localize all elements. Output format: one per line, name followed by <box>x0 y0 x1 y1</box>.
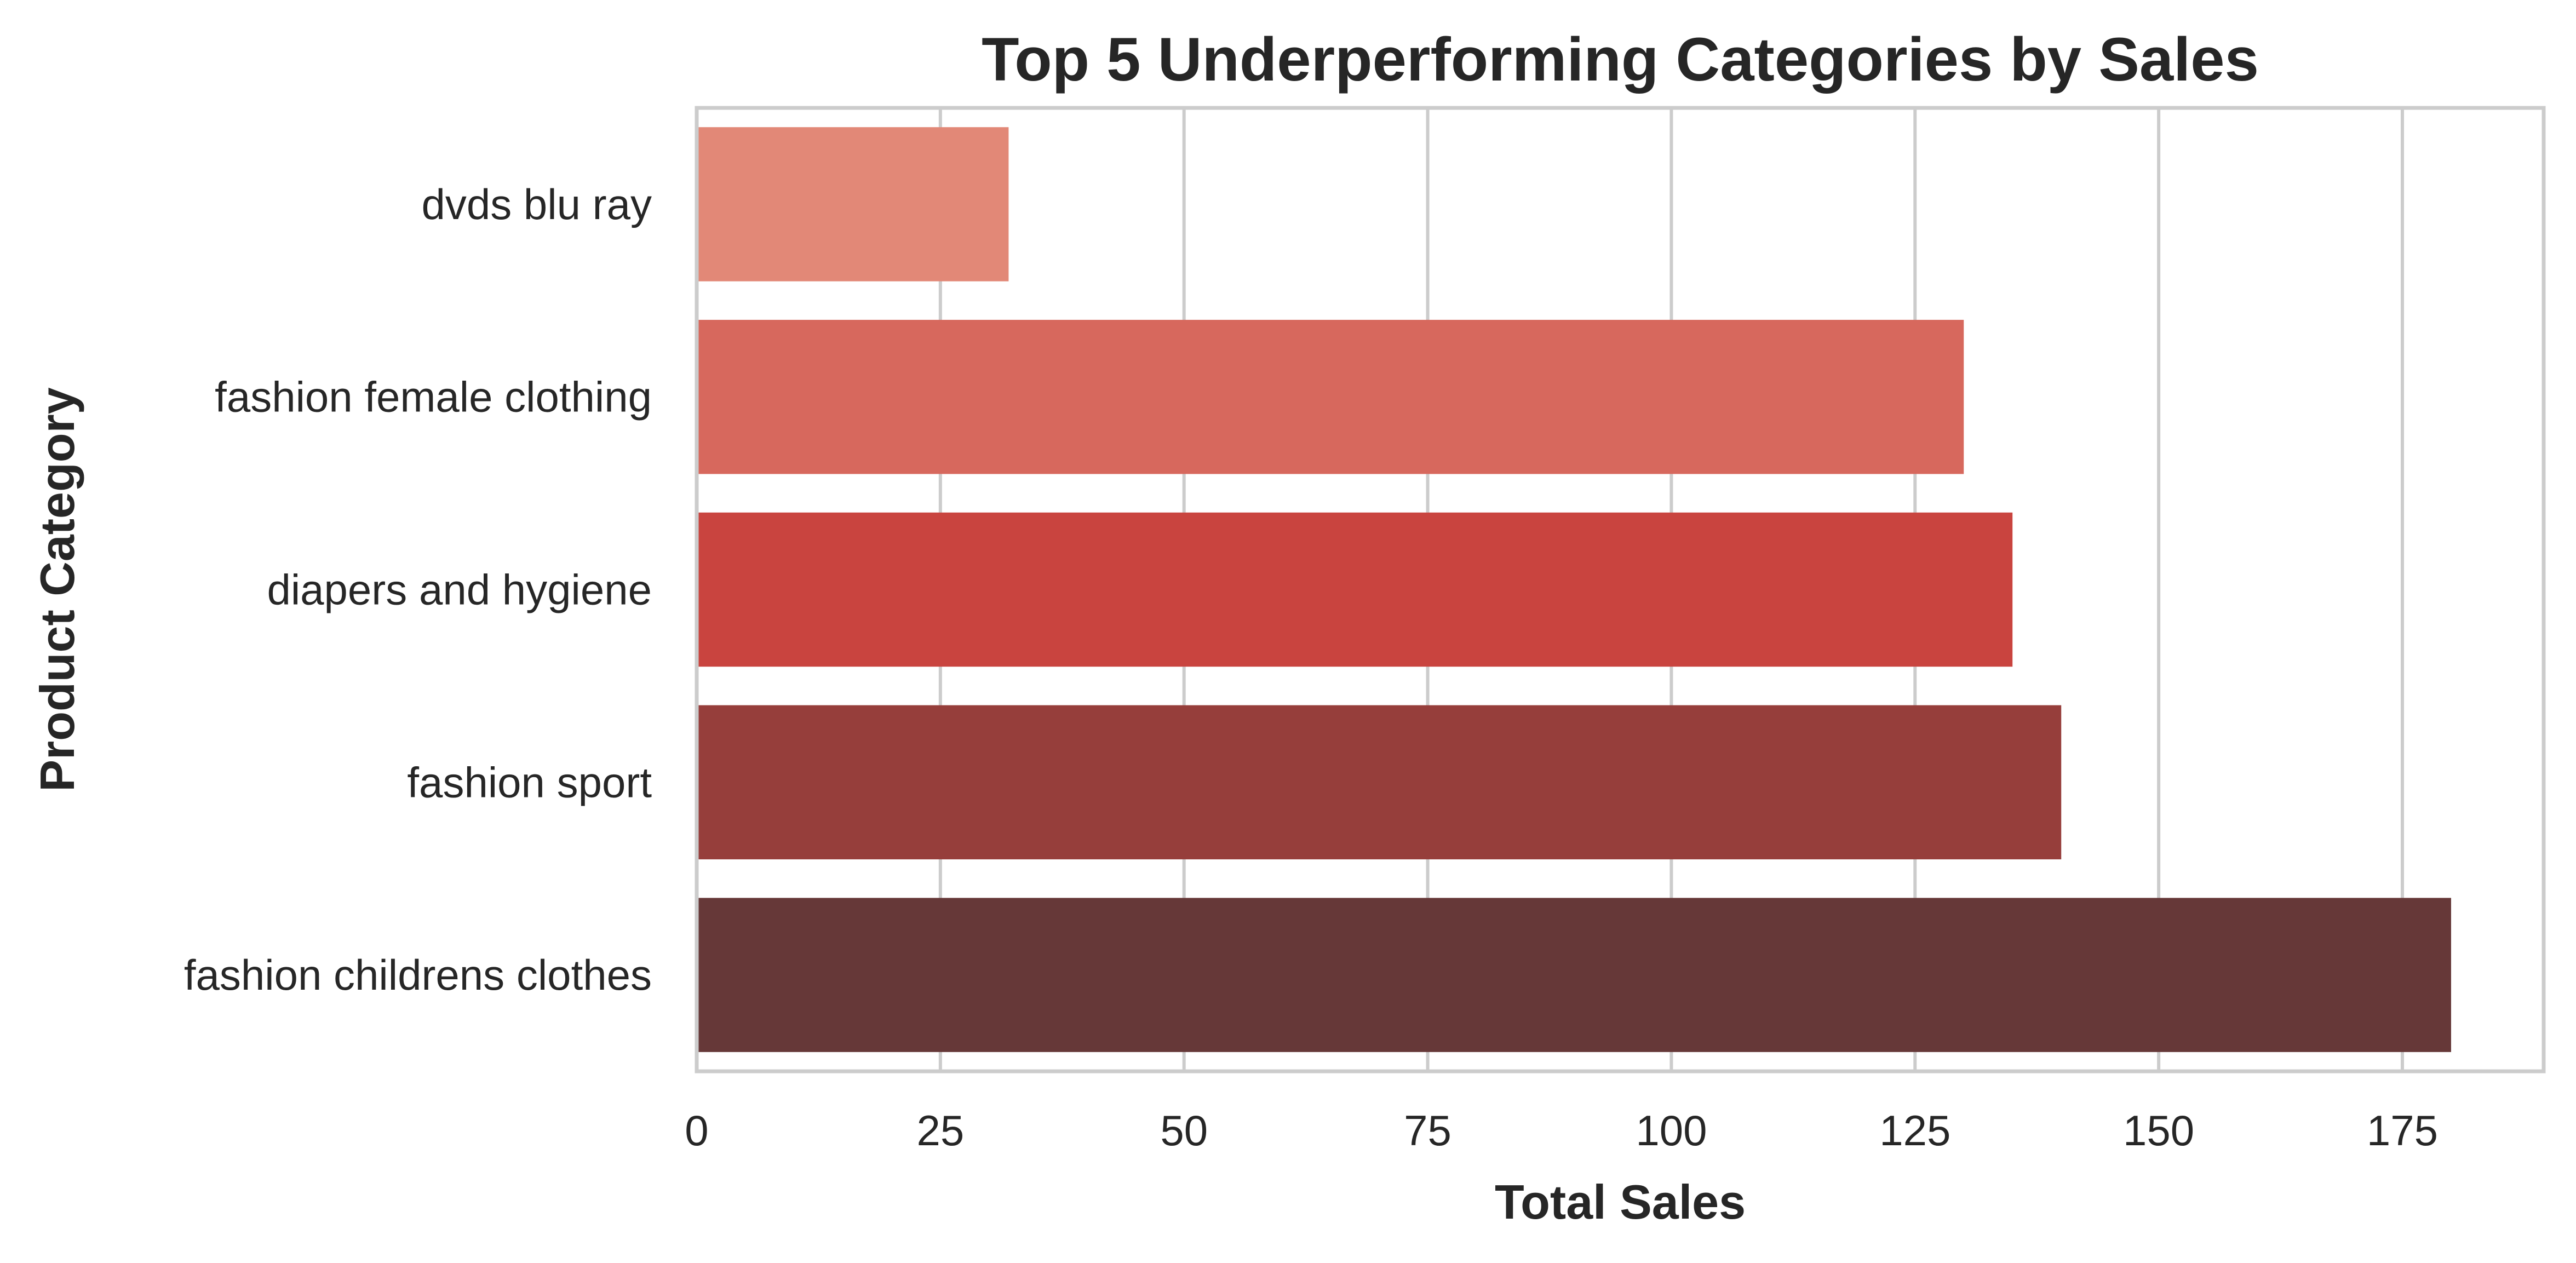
bar <box>697 319 1964 474</box>
x-tick-label: 100 <box>1636 1106 1707 1155</box>
x-tick-label: 150 <box>2123 1106 2194 1155</box>
y-tick-label: diapers and hygiene <box>267 566 652 614</box>
y-tick-label: fashion female clothing <box>215 373 652 421</box>
chart-title: Top 5 Underperforming Categories by Sale… <box>982 25 2259 94</box>
x-tick-label: 75 <box>1404 1106 1451 1155</box>
bar <box>697 127 1009 282</box>
x-tick-label: 50 <box>1160 1106 1208 1155</box>
x-tick-label: 0 <box>685 1106 708 1155</box>
x-tick-label: 25 <box>916 1106 964 1155</box>
plot-frame <box>695 106 2546 1073</box>
x-tick-label: 175 <box>2367 1106 2438 1155</box>
y-tick-label: dvds blu ray <box>421 180 652 228</box>
bar <box>697 898 2451 1052</box>
x-tick-labels: 0 25 50 75 100 125 150 175 <box>685 1106 2438 1155</box>
x-axis-label: Total Sales <box>1495 1175 1746 1229</box>
bar <box>697 705 2062 860</box>
y-tick-label: fashion childrens clothes <box>184 951 652 999</box>
x-tick-label: 125 <box>1879 1106 1950 1155</box>
y-tick-labels: dvds blu ray fashion female clothing diape… <box>184 180 652 999</box>
bar <box>697 512 2013 667</box>
y-tick-label: fashion sport <box>407 758 652 806</box>
bars <box>697 127 2451 1052</box>
y-axis-label: Product Category <box>30 387 84 791</box>
